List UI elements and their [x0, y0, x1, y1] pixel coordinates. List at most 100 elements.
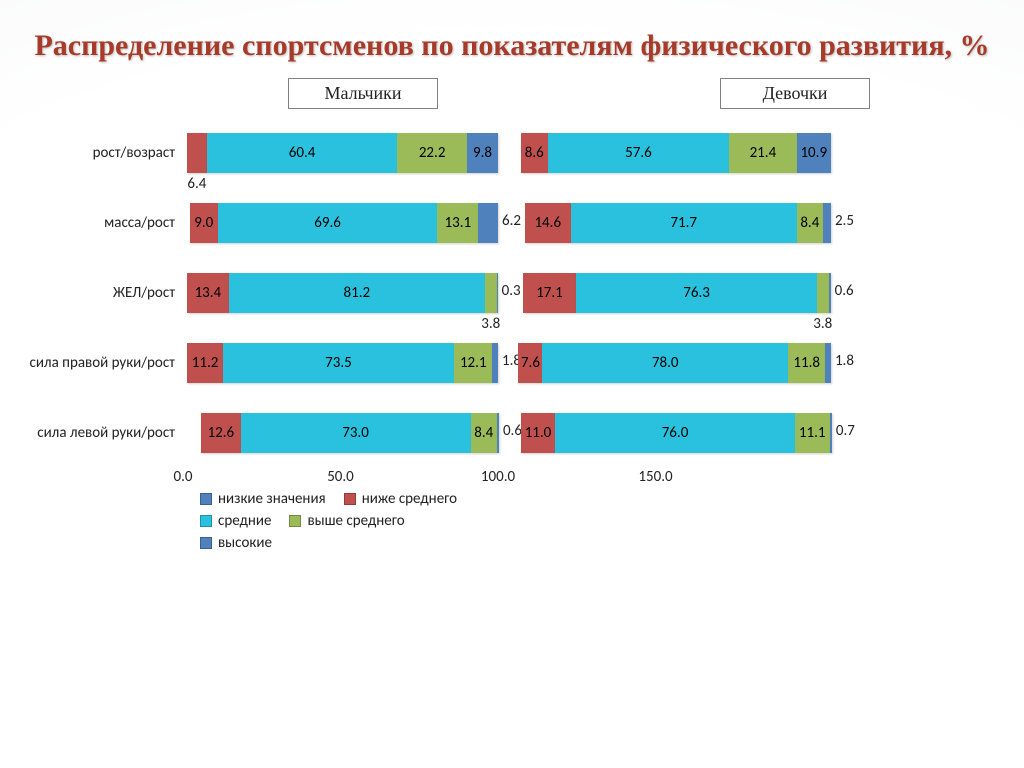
legend-label: выше среднего: [307, 512, 404, 530]
bar-segment: 12.1: [454, 343, 492, 383]
category-label: сила левой руки/рост: [20, 425, 183, 442]
bar-segment: 78.0: [542, 343, 788, 383]
bar-segment: 7.6: [518, 343, 542, 383]
bar-value-label: 8.4: [800, 214, 819, 232]
bar-value-label-outside: 0.7: [836, 422, 855, 440]
bar-segment: 76.0: [555, 413, 794, 453]
legend-label: низкие значения: [218, 490, 326, 508]
category-label: ЖЕЛ/рост: [20, 285, 183, 302]
bar-value-label-outside: 1.8: [835, 352, 854, 370]
legend-item: выше среднего: [289, 512, 404, 530]
bar-cluster: 6.460.422.29.8: [183, 133, 498, 173]
legend-item: высокие: [200, 534, 272, 552]
axis-tick-label: 0.0: [174, 468, 193, 486]
boys-header-box: Мальчики: [288, 78, 438, 109]
page-title: Распределение спортсменов по показателям…: [20, 28, 1004, 64]
bar-segment: [830, 413, 832, 453]
legend-item: средние: [200, 512, 271, 530]
axis-tick-label: 100.0: [481, 468, 515, 486]
bar-value-label: 9.0: [194, 214, 213, 232]
bar-value-label: 17.1: [536, 284, 563, 302]
bar-value-label: 9.8: [473, 144, 492, 162]
bars-wrap: 13.481.23.80.317.176.33.80.6: [183, 273, 831, 313]
bars-wrap: 9.069.613.16.214.671.78.42.5: [183, 203, 831, 243]
bar-segment: 13.1: [437, 203, 478, 243]
bar-segment: [823, 203, 831, 243]
bar-cluster: 12.673.08.40.6: [183, 413, 499, 453]
x-axis: 0.050.0100.0150.0: [183, 468, 1004, 486]
bar-value-label: 11.8: [793, 354, 820, 372]
bar-offset-pad: [516, 203, 525, 243]
bar-segment: 8.6: [521, 133, 548, 173]
legend: низкие значения ниже среднего средние выше …: [200, 490, 1004, 552]
bar-segment: 8.4: [797, 203, 823, 243]
bar-value-label: 81.2: [344, 284, 371, 302]
bar-value-label: 11.0: [525, 424, 552, 442]
bar-cluster: 8.6 57.6 21.410.9: [516, 133, 831, 173]
bar-segment: 9.8: [467, 133, 498, 173]
bar-cluster: 13.481.23.80.3: [183, 273, 498, 313]
bar-value-label: 71.7: [670, 214, 697, 232]
bar-segment: 17.1: [523, 273, 577, 313]
bar-segment: 76.3: [576, 273, 816, 313]
bars-wrap: 12.673.08.40.611.076.011.10.7: [183, 413, 832, 453]
bar-value-label: 11.2: [192, 354, 219, 372]
bar-offset-pad: [516, 273, 523, 313]
bar-segment: 22.2: [397, 133, 467, 173]
bar-cluster: 9.069.613.16.2: [183, 203, 498, 243]
legend-label: высокие: [218, 534, 272, 552]
chart-row: сила левой руки/рост12.673.08.40.6 11.0 76…: [20, 398, 1004, 468]
bar-segment: 9.0: [190, 203, 218, 243]
bars-wrap: 6.460.422.29.88.657.621.410.9: [183, 133, 831, 173]
bar-segment: [187, 133, 207, 173]
bar-value-label: 57.6: [625, 144, 652, 162]
bar-value-label: 11.1: [799, 424, 826, 442]
bar-segment: [817, 273, 829, 313]
category-label: масса/рост: [20, 215, 183, 232]
bar-value-label: 73.5: [325, 354, 352, 372]
bar-segment: [497, 413, 499, 453]
bar-value-label: 13.4: [195, 284, 222, 302]
bar-segment: 12.6: [201, 413, 241, 453]
bar-segment: 13.4: [187, 273, 229, 313]
legend-label: ниже среднего: [362, 490, 457, 508]
bar-cluster: 14.671.78.42.5: [516, 203, 831, 243]
axis-tick-label: 150.0: [638, 468, 672, 486]
bar-segment: 10.9: [797, 133, 831, 173]
boys-header: Мальчики: [324, 83, 401, 103]
girls-header-box: Девочки: [720, 78, 870, 109]
category-label: рост/возраст: [20, 145, 183, 162]
bar-value-label: 13.1: [445, 214, 472, 232]
legend-row: средние выше среднего: [200, 512, 1004, 530]
bar-segment: [492, 343, 498, 383]
chart-row: масса/рост9.069.613.16.2 14.6 71.7 8.4 2.5: [20, 188, 1004, 258]
bar-value-label: 7.6: [521, 354, 540, 372]
bar-value-label-outside: 2.5: [835, 212, 854, 230]
bar-value-label-outside: 0.6: [835, 282, 854, 300]
bar-value-label: 76.0: [662, 424, 689, 442]
bar-value-label: 22.2: [419, 144, 446, 162]
bar-segment: 11.0: [521, 413, 556, 453]
bar-value-label: 10.9: [800, 144, 827, 162]
legend-swatch: [200, 493, 212, 505]
bar-value-label: 8.6: [525, 144, 544, 162]
legend-swatch: [200, 515, 212, 527]
bar-segment: 73.0: [241, 413, 471, 453]
legend-swatch: [200, 537, 212, 549]
bar-segment: [485, 273, 497, 313]
bar-segment: [478, 203, 498, 243]
bar-segment: [497, 273, 498, 313]
bar-segment: 81.2: [229, 273, 485, 313]
legend-swatch: [289, 515, 301, 527]
bar-cluster: 7.678.011.81.8: [516, 343, 831, 383]
bar-cluster: 11.273.512.11.8: [183, 343, 498, 383]
title-text: Распределение спортсменов по показателям…: [34, 29, 989, 62]
axis-tick-label: 50.0: [327, 468, 354, 486]
bar-value-label: 60.4: [289, 144, 316, 162]
bar-value-label: 12.1: [460, 354, 487, 372]
bar-segment: 21.4: [729, 133, 796, 173]
bar-segment: 14.6: [525, 203, 571, 243]
bar-value-label: 14.6: [534, 214, 561, 232]
bar-segment: 60.4: [207, 133, 397, 173]
category-label: сила правой руки/рост: [20, 355, 183, 372]
